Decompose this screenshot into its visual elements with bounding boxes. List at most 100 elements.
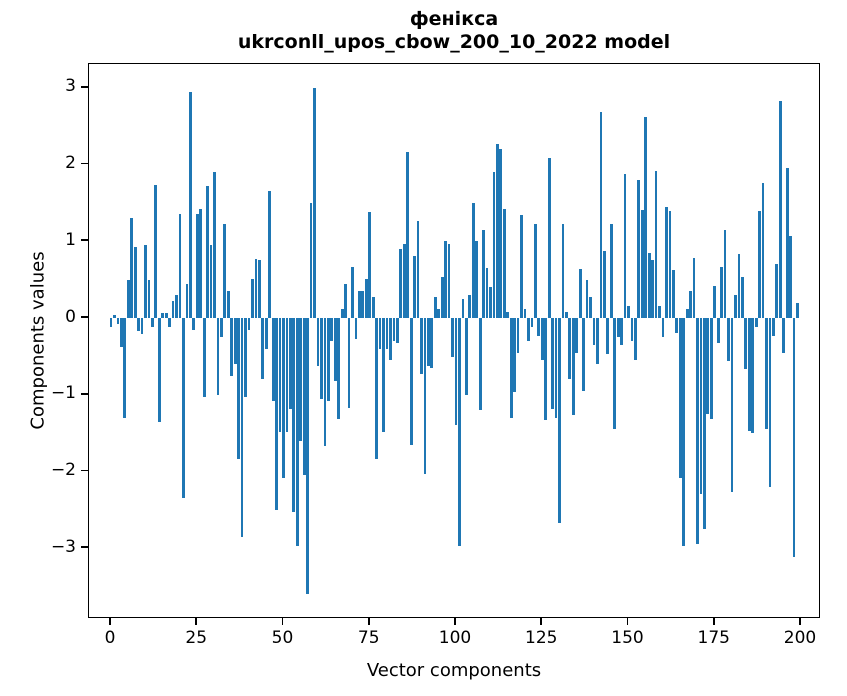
bar	[734, 294, 737, 318]
bar	[382, 318, 385, 432]
bar	[144, 245, 147, 318]
bar	[278, 318, 282, 433]
bar	[613, 318, 617, 430]
bar	[333, 318, 337, 381]
bar	[185, 284, 189, 318]
bar	[409, 318, 413, 446]
bar	[602, 250, 606, 318]
bar	[202, 318, 206, 397]
bar	[789, 235, 793, 318]
bar	[523, 308, 527, 318]
bar	[585, 280, 589, 318]
bar	[551, 318, 554, 410]
bar	[316, 318, 320, 366]
bar	[554, 318, 558, 418]
bar	[520, 215, 523, 318]
bar	[689, 291, 692, 318]
bar	[161, 312, 165, 318]
bar	[468, 294, 472, 318]
bar	[337, 318, 341, 420]
bar	[778, 100, 782, 318]
bar	[620, 318, 623, 345]
bar	[665, 206, 668, 318]
bar	[416, 221, 420, 318]
bar	[271, 318, 275, 401]
bar	[313, 87, 316, 318]
bar	[140, 318, 144, 335]
bar	[792, 318, 796, 558]
bar	[796, 302, 799, 318]
bar	[395, 318, 399, 344]
bar	[506, 311, 510, 318]
x-tick-label: 0	[104, 628, 116, 648]
bar	[188, 91, 192, 318]
y-tick-label: −2	[50, 459, 76, 480]
bar	[464, 318, 468, 396]
bar	[344, 284, 347, 318]
y-tick-label: 2	[65, 153, 76, 174]
bar	[685, 308, 689, 318]
bar	[444, 241, 448, 318]
bar	[671, 269, 675, 318]
bar	[589, 296, 592, 318]
bar	[461, 298, 465, 318]
bar	[740, 277, 744, 318]
bar	[264, 318, 268, 349]
bar	[402, 243, 406, 318]
bar	[292, 318, 296, 513]
bar	[261, 318, 265, 380]
bar	[668, 210, 672, 318]
bar	[502, 209, 506, 318]
y-tick-label: −3	[50, 536, 76, 557]
bar	[195, 214, 199, 318]
bar	[154, 184, 158, 318]
bar	[451, 318, 454, 358]
bar	[423, 318, 427, 474]
bar	[275, 318, 278, 510]
y-tick-label: 1	[65, 229, 76, 250]
bar	[378, 318, 382, 349]
bar	[596, 318, 599, 365]
bar	[658, 306, 661, 318]
bar	[696, 318, 699, 545]
x-tick-mark	[109, 618, 111, 625]
x-tick-label: 75	[357, 628, 380, 648]
bar	[109, 318, 113, 328]
bar	[126, 279, 130, 318]
bar	[302, 318, 306, 476]
bar	[513, 318, 517, 393]
bar	[437, 308, 441, 318]
bar	[558, 318, 561, 523]
y-tick-mark	[81, 546, 88, 548]
bar	[116, 318, 120, 325]
bar	[213, 172, 216, 318]
x-tick-mark	[454, 618, 456, 625]
bar	[478, 318, 482, 411]
bar	[226, 291, 230, 318]
bar	[133, 247, 137, 318]
bar	[575, 318, 579, 353]
x-tick-mark	[540, 618, 543, 625]
bar	[330, 318, 334, 341]
y-tick-mark	[81, 469, 88, 472]
bar	[433, 297, 437, 318]
x-tick-label: 25	[185, 628, 208, 648]
bar	[758, 210, 761, 318]
bar	[582, 318, 586, 391]
bar	[447, 243, 451, 318]
bar	[544, 318, 548, 420]
y-tick-mark	[81, 162, 88, 165]
bar	[592, 318, 596, 345]
bar	[482, 229, 485, 318]
bar	[254, 258, 258, 318]
bar	[119, 318, 123, 348]
bar	[606, 318, 610, 355]
x-tick-mark	[367, 618, 370, 625]
bar	[371, 297, 375, 318]
y-tick-mark	[81, 239, 88, 242]
x-tick-label: 150	[611, 628, 644, 648]
bar	[223, 224, 227, 318]
bar	[375, 318, 379, 460]
bar	[568, 318, 572, 380]
bar	[247, 318, 251, 330]
